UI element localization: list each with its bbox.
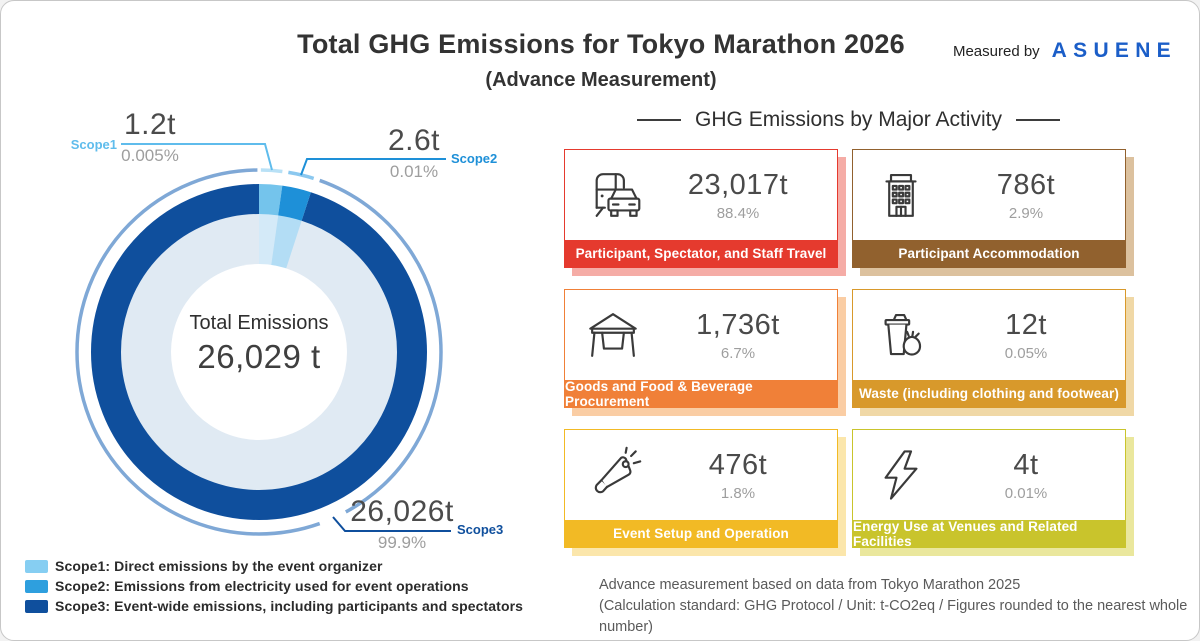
scope1-leader-line <box>121 143 273 171</box>
activities-title-text: GHG Emissions by Major Activity <box>695 108 1002 131</box>
card-waste-label: Waste (including clothing and footwear) <box>853 380 1125 407</box>
card-event-setup: 476t 1.8% Event Setup and Operation <box>564 429 838 548</box>
footnote: Advance measurement based on data from T… <box>599 575 1189 638</box>
scope3-outer-arc-b <box>75 168 443 536</box>
total-emissions-label: Total Emissions <box>189 312 329 334</box>
card-travel-numbers: 23,017t 88.4% <box>661 169 837 222</box>
scope3-value: 26,026t <box>350 495 454 528</box>
card-procurement-body: 1,736t 6.7% <box>565 290 837 380</box>
transport-icon <box>565 166 661 224</box>
page-subtitle: (Advance Measurement) <box>485 69 717 91</box>
card-travel-value: 23,017t <box>687 168 789 201</box>
card-accommodation-percent: 2.9% <box>1008 204 1044 222</box>
card-energy-numbers: 4t 0.01% <box>949 449 1125 502</box>
scope1-value: 1.2t <box>123 108 177 141</box>
total-emissions-value: 26,029 t <box>197 338 321 375</box>
scope3-label: Scope3 <box>457 522 504 537</box>
measured-by-label: Measured by <box>952 42 1040 60</box>
card-event-setup-body: 476t 1.8% <box>565 430 837 520</box>
scope2-percent: 0.01% <box>389 162 439 181</box>
legend-text-scope2: Scope2: Emissions from electricity used … <box>55 578 469 594</box>
scope3-outer-arc-a <box>75 168 443 536</box>
scope2-value: 2.6t <box>387 124 441 157</box>
card-accommodation-numbers: 786t 2.9% <box>949 169 1125 222</box>
legend-text-scope3: Scope3: Event-wide emissions, including … <box>55 598 524 614</box>
card-travel-percent: 88.4% <box>716 204 760 222</box>
scope3-leader-line <box>332 516 451 532</box>
footnote-line2: (Calculation standard: GHG Protocol / Un… <box>599 598 1188 635</box>
card-procurement-value: 1,736t <box>696 308 780 341</box>
card-waste-body: 12t 0.05% <box>853 290 1125 380</box>
card-travel-body: 23,017t 88.4% <box>565 150 837 240</box>
legend-item-scope3: Scope3: Event-wide emissions, including … <box>25 598 523 614</box>
card-waste-numbers: 12t 0.05% <box>949 309 1125 362</box>
card-energy-body: 4t 0.01% <box>853 430 1125 520</box>
megaphone-icon <box>565 446 661 504</box>
card-accommodation-value: 786t <box>996 168 1056 201</box>
title-dash-left <box>637 119 682 121</box>
card-energy-label: Energy Use at Venues and Related Facilit… <box>853 519 1125 549</box>
scope3-percent: 99.9% <box>377 533 427 552</box>
page-title: Total GHG Emissions for Tokyo Marathon 2… <box>297 29 905 59</box>
scope2-label: Scope2 <box>451 151 498 166</box>
card-procurement-numbers: 1,736t 6.7% <box>661 309 837 362</box>
card-energy-value: 4t <box>1013 448 1039 481</box>
card-procurement: 1,736t 6.7% Goods and Food & Beverage Pr… <box>564 289 838 409</box>
card-event-setup-numbers: 476t 1.8% <box>661 449 837 502</box>
donut-center-circle <box>171 264 347 440</box>
waste-bin-icon <box>853 306 949 364</box>
title-dash-right <box>1015 119 1060 121</box>
card-travel: 23,017t 88.4% Participant, Spectator, an… <box>564 149 838 268</box>
legend-item-scope2: Scope2: Emissions from electricity used … <box>25 578 523 594</box>
card-accommodation-label: Participant Accommodation <box>853 240 1125 267</box>
donut-chart <box>75 143 451 536</box>
tent-icon <box>565 306 661 364</box>
card-event-setup-label: Event Setup and Operation <box>565 520 837 547</box>
measured-by-block: Measured by ASUENE <box>953 39 1177 63</box>
card-waste-value: 12t <box>1005 308 1047 341</box>
card-procurement-percent: 6.7% <box>720 344 756 362</box>
building-icon <box>853 166 949 224</box>
card-event-setup-value: 476t <box>708 448 768 481</box>
lightning-icon <box>853 446 949 504</box>
scope1-percent: 0.005% <box>121 146 179 165</box>
footnote-line1: Advance measurement based on data from T… <box>599 577 1021 593</box>
scope1-label: Scope1 <box>70 137 117 152</box>
scope1-ring-segment <box>91 184 427 520</box>
card-accommodation-body: 786t 2.9% <box>853 150 1125 240</box>
card-event-setup-percent: 1.8% <box>720 484 756 502</box>
card-procurement-label: Goods and Food & Beverage Procurement <box>565 379 837 409</box>
scope2-leader-line <box>300 158 446 176</box>
card-energy: 4t 0.01% Energy Use at Venues and Relate… <box>852 429 1126 549</box>
card-waste-percent: 0.05% <box>1004 344 1048 362</box>
card-energy-percent: 0.01% <box>1004 484 1048 502</box>
legend-item-scope1: Scope1: Direct emissions by the event or… <box>25 558 523 574</box>
activities-section-title: GHG Emissions by Major Activity <box>561 108 1136 132</box>
card-accommodation: 786t 2.9% Participant Accommodation <box>852 149 1126 268</box>
card-travel-label: Participant, Spectator, and Staff Travel <box>565 240 837 267</box>
card-waste: 12t 0.05% Waste (including clothing and … <box>852 289 1126 408</box>
scope-legend: Scope1: Direct emissions by the event or… <box>25 558 523 614</box>
scope3-swatch <box>25 599 48 613</box>
scope1-swatch <box>25 559 48 573</box>
legend-text-scope1: Scope1: Direct emissions by the event or… <box>55 558 383 574</box>
asuene-logo: ASUENE <box>1051 39 1177 62</box>
scope2-swatch <box>25 579 48 593</box>
